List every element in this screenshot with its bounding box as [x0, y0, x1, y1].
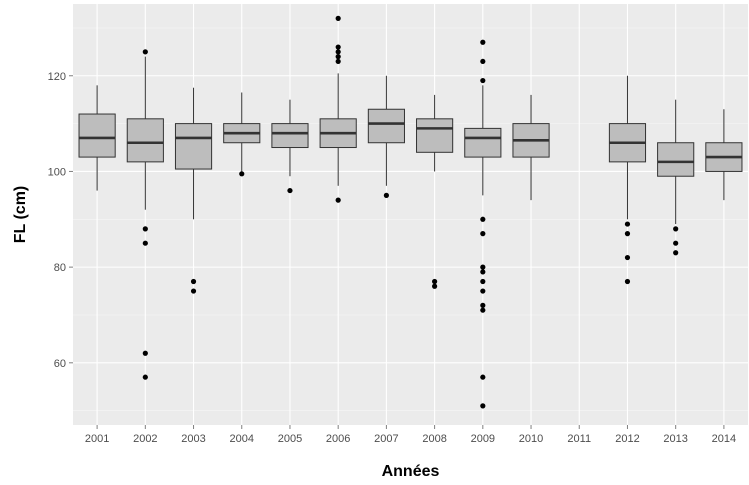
box-2006: [319, 15, 357, 203]
x-tick-label: 2008: [422, 433, 446, 445]
outlier-point: [142, 350, 148, 356]
box-2004: [223, 92, 261, 177]
outlier-point: [383, 192, 389, 198]
x-axis-title: Années: [382, 463, 440, 480]
x-tick-label: 2014: [712, 433, 736, 445]
box-iqr: [464, 127, 502, 158]
y-tick-label: 60: [54, 358, 66, 370]
box-iqr: [367, 108, 405, 144]
x-tick-label: 2006: [326, 433, 350, 445]
outlier-point: [480, 264, 486, 270]
outlier-point: [480, 77, 486, 84]
box-2003: [174, 87, 213, 294]
outlier-point: [480, 374, 486, 380]
x-tick-label: 2012: [615, 433, 639, 445]
box-2014: [705, 109, 743, 201]
outlier-point: [624, 278, 631, 285]
outlier-point: [480, 278, 486, 285]
outlier-point: [480, 288, 486, 294]
outlier-point: [287, 187, 293, 194]
outlier-point: [480, 269, 486, 275]
box-iqr: [126, 118, 164, 163]
outlier-point: [335, 54, 341, 60]
outlier-point: [335, 49, 341, 55]
outlier-point: [142, 374, 148, 380]
outlier-point: [142, 226, 148, 232]
outlier-point: [190, 288, 197, 294]
box-2002: [126, 49, 164, 380]
outlier-point: [480, 39, 486, 45]
outlier-point: [480, 307, 486, 313]
outlier-point: [142, 240, 148, 246]
box-2013: [657, 99, 695, 256]
outlier-point: [624, 221, 631, 227]
outlier-point: [480, 58, 486, 65]
outlier-point: [432, 278, 438, 285]
outlier-point: [673, 226, 679, 232]
outlier-point: [335, 15, 341, 21]
x-tick-label: 2013: [663, 433, 687, 445]
outlier-point: [480, 403, 486, 409]
box-iqr: [174, 123, 213, 170]
outlier-point: [480, 231, 486, 237]
x-tick-label: 2011: [567, 433, 591, 445]
outlier-point: [335, 197, 341, 203]
x-tick-label: 2005: [278, 433, 302, 445]
box-2012: [608, 75, 647, 285]
outlier-point: [432, 283, 438, 289]
y-tick-label: 120: [48, 71, 66, 83]
y-axis-title: FL (cm): [12, 186, 29, 243]
outlier-point: [673, 250, 679, 256]
outlier-point: [624, 231, 631, 237]
box-2007: [367, 75, 405, 198]
outlier-point: [335, 58, 341, 65]
box-2008: [416, 94, 454, 289]
x-tick-label: 2004: [230, 433, 254, 445]
x-axis: 2001 2002 2003 2004 2005 2006 2007 2008 2009 2010…: [85, 425, 736, 445]
box-2009: [464, 39, 502, 409]
outlier-point: [673, 240, 679, 246]
box-iqr: [78, 113, 116, 158]
box-iqr: [416, 118, 454, 153]
outlier-point: [480, 216, 486, 222]
outlier-point: [335, 44, 341, 50]
box-2005: [271, 99, 309, 194]
box-2010: [512, 94, 550, 201]
plot-panel: [73, 4, 748, 425]
outlier-point: [190, 278, 197, 285]
x-tick-label: 2003: [181, 433, 205, 445]
x-tick-label: 2007: [374, 433, 398, 445]
outlier-point: [239, 171, 245, 177]
x-tick-label: 2010: [519, 433, 543, 445]
x-tick-label: 2002: [133, 433, 157, 445]
box-iqr: [271, 123, 309, 149]
x-tick-label: 2009: [471, 433, 495, 445]
outlier-point: [624, 254, 631, 261]
outlier-point: [142, 49, 148, 55]
box-series: [78, 15, 743, 409]
box-iqr: [657, 142, 695, 177]
y-axis: 60 80 100 120: [48, 71, 73, 370]
x-tick-label: 2001: [85, 433, 109, 445]
y-tick-label: 100: [48, 166, 66, 178]
box-2001: [78, 85, 116, 191]
y-tick-label: 80: [54, 262, 66, 274]
outlier-point: [480, 302, 486, 308]
